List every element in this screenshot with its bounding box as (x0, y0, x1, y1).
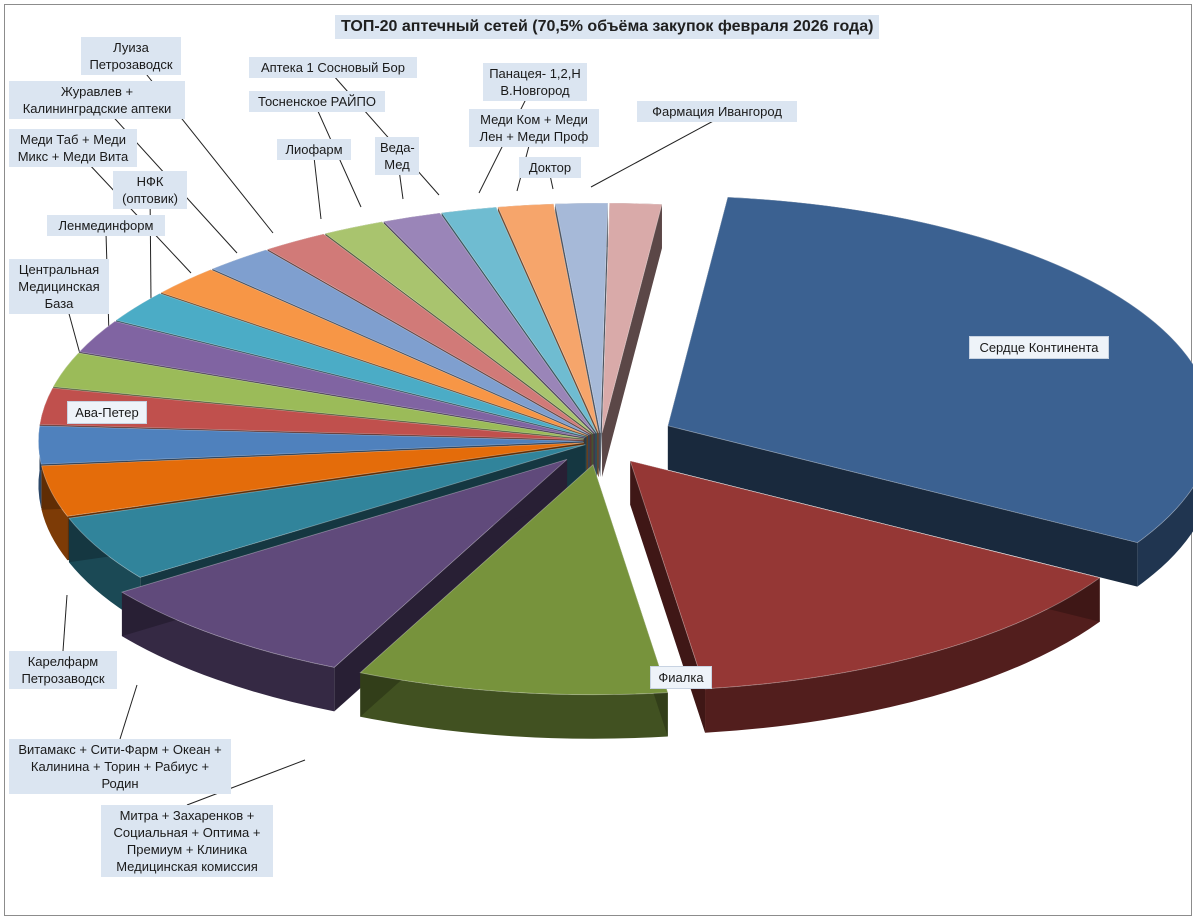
leader-line-3 (186, 759, 306, 806)
slice-wall-19-2 (600, 203, 608, 478)
slice-13-лиофарм[interactable] (211, 249, 590, 436)
slice-label-10: Меди Таб + Меди Микс + Меди Вита (9, 129, 137, 167)
slice-label-6: Ава-Петер (67, 401, 147, 424)
pie-chart (38, 54, 1193, 806)
slice-label-7: Центральная Медицинская База (9, 259, 109, 314)
slice-label-11: Журавлев + Калининградские аптеки (9, 81, 185, 119)
slice-label-5: Карелфарм Петрозаводск (9, 651, 117, 689)
slice-wall-1-2 (667, 425, 1138, 587)
slice-label-18: Меди Ком + Меди Лен + Меди Проф (469, 109, 599, 147)
slice-10-меди-таб-меди-микс-меди-вита[interactable] (78, 320, 586, 438)
slice-6-ава-петер[interactable] (41, 442, 584, 517)
leader-line-5 (62, 594, 68, 652)
leader-line-20 (590, 118, 718, 188)
slice-label-1: Сердце Континента (969, 336, 1109, 359)
slice-19-доктор[interactable] (554, 202, 609, 434)
slice-3-митра-захаренков-социальная-оптима-преми[interactable] (359, 464, 669, 696)
slice-20-фармация-ивангород[interactable] (601, 202, 663, 434)
slice-label-15: Веда-Мед (375, 137, 419, 175)
leader-line-4 (119, 684, 138, 740)
chart-title: ТОП-20 аптечный сетей (70,5% объёма заку… (335, 15, 880, 39)
slice-label-17: Панацея- 1,2,Н В.Новгород (483, 63, 587, 101)
slice-14-тосненское-райпо[interactable] (266, 233, 592, 435)
slice-1-сердце-континента[interactable] (667, 196, 1193, 544)
chart-frame: ТОП-20 аптечный сетей (70,5% объёма заку… (4, 4, 1193, 916)
slice-5-карелфарм-петрозаводск[interactable] (68, 444, 586, 578)
slice-label-9: НФК (оптовик) (113, 171, 187, 209)
slice-15-веда-мед[interactable] (324, 221, 594, 435)
leader-line-10 (72, 146, 192, 274)
slice-label-4: Витамакс + Сити-Фарм + Океан + Калинина … (9, 739, 231, 794)
slice-wall-20-2 (602, 204, 662, 478)
slice-label-8: Ленмединформ (47, 215, 165, 236)
slice-label-19: Доктор (519, 157, 581, 178)
slice-11-журавлев-калининградские-аптеки[interactable] (115, 293, 587, 437)
slice-16-аптека-1-сосновый-бор[interactable] (382, 212, 596, 434)
slice-label-20: Фармация Ивангород (637, 101, 797, 122)
slice-label-2: Фиалка (650, 666, 712, 689)
slice-tops (38, 196, 1193, 696)
slice-label-3: Митра + Захаренков + Социальная + Оптима… (101, 805, 273, 877)
slice-17-панацея-1-2-н-в-новгород[interactable] (440, 206, 598, 434)
slice-side-2 (705, 577, 1100, 733)
slice-9-нфк-оптовик[interactable] (52, 352, 585, 439)
slice-8-ленмединформ[interactable] (39, 387, 584, 441)
leader-line-13 (313, 156, 322, 220)
slice-4-витамакс-сити-фарм-океан-калинина-торин-[interactable] (120, 458, 568, 668)
slice-wall-2-2 (630, 460, 706, 733)
slice-label-12: Луиза Петрозаводск (81, 37, 181, 75)
slice-7-центральная-медицинская-база[interactable] (38, 425, 584, 465)
slice-side-3 (360, 672, 668, 739)
slice-2-фиалка[interactable] (629, 460, 1101, 690)
slice-18-меди-ком-меди-лен-меди-проф[interactable] (497, 203, 600, 434)
slice-label-13: Лиофарм (277, 139, 351, 160)
slice-side-4 (121, 592, 335, 712)
slice-label-14: Тосненское РАЙПО (249, 91, 385, 112)
slice-label-16: Аптека 1 Сосновый Бор (249, 57, 417, 78)
slice-12-луиза-петрозаводск[interactable] (160, 269, 589, 436)
